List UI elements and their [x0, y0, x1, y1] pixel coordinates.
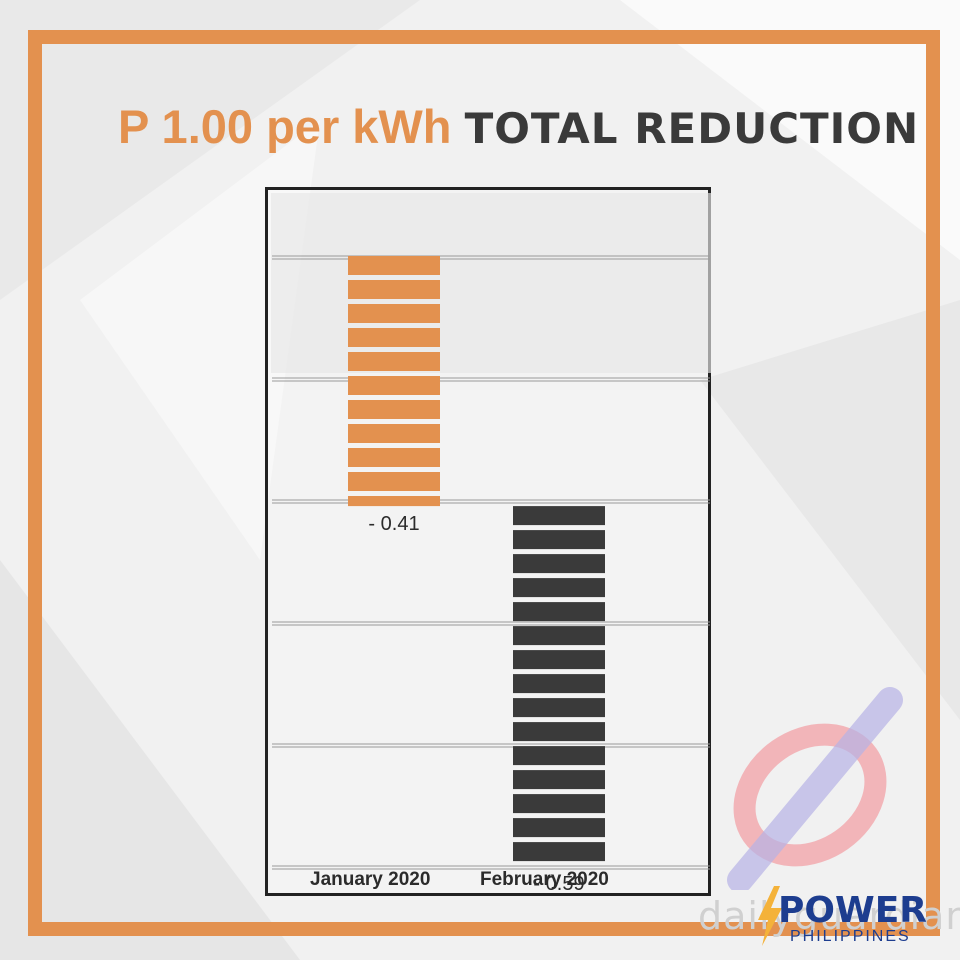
bar-segment: [348, 424, 440, 443]
page-title: P 1.00 per kWh TOTAL REDUCTION: [118, 92, 918, 162]
bar-segment: [513, 530, 605, 550]
bar-segment: [513, 626, 605, 646]
bar-segment: [513, 842, 605, 862]
bar-segment: [513, 794, 605, 814]
bar-segment: [348, 328, 440, 347]
data-label-january: - 0.41: [368, 513, 419, 535]
bar-february: [513, 506, 605, 862]
category-label-january: January 2020: [310, 869, 431, 890]
bar-segment: [513, 674, 605, 694]
bar-segment: [513, 770, 605, 790]
brand-watermark: dailyguardian: [698, 894, 960, 938]
bar-segment: [513, 506, 605, 526]
swirl-logo: [727, 687, 903, 890]
bar-segment: [513, 602, 605, 622]
headline-reduction: TOTAL REDUCTION: [464, 104, 920, 153]
bar-segment: [513, 554, 605, 574]
category-label-february: February 2020: [480, 869, 609, 890]
bar-segment: [348, 472, 440, 491]
bar-segment: [348, 448, 440, 467]
bar-segment: [513, 650, 605, 670]
bar-january: [348, 256, 440, 507]
bar-segment: [513, 818, 605, 838]
brand-subtitle: PHILIPPINES: [790, 928, 911, 945]
bar-segment: [348, 352, 440, 371]
bar-segment: [348, 256, 440, 275]
brand-name: POWER: [778, 890, 928, 931]
orange-frame: [28, 30, 940, 936]
chart-svg: - 0.41 - 0.59: [271, 193, 711, 895]
bar-segment: [513, 698, 605, 718]
bar-segment: [348, 496, 440, 507]
bar-segment: [348, 376, 440, 395]
bar-segment: [348, 400, 440, 419]
brand-logo: dailyguardian POWER PHILIPPINES: [690, 880, 960, 950]
bar-segment: [348, 304, 440, 323]
bar-segment: [513, 746, 605, 766]
bolt-icon: [758, 886, 782, 946]
data-label-february: - 0.59: [533, 873, 584, 895]
bar-segment: [348, 280, 440, 299]
chart-area: - 0.41 - 0.59: [265, 187, 711, 896]
bar-segment: [513, 722, 605, 742]
headline-price: P 1.00 per kWh: [118, 100, 452, 153]
bar-segment: [513, 578, 605, 598]
